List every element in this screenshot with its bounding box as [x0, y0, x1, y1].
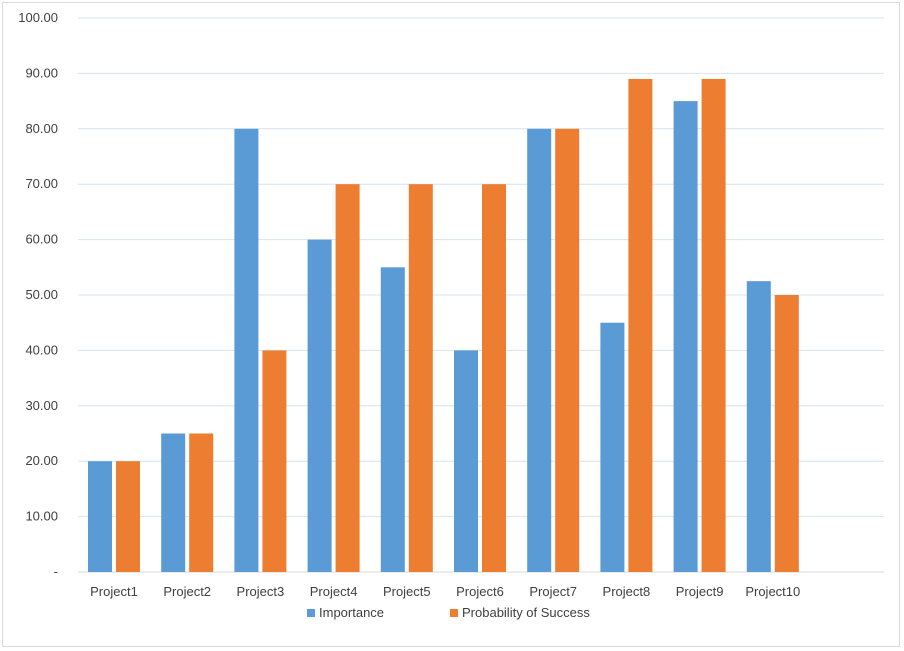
y-tick-label: 60.00 — [25, 232, 58, 247]
x-tick-label: Project9 — [676, 584, 724, 599]
bar-probability-project8 — [628, 78, 653, 572]
y-tick-label: 80.00 — [25, 121, 58, 136]
bar-importance-project3 — [234, 128, 259, 573]
bar-probability-project3 — [262, 350, 287, 572]
x-tick-label: Project10 — [745, 584, 800, 599]
y-tick-label: - — [54, 564, 58, 579]
x-axis: Project1 Project2 Project3 Project4 Project5… — [90, 584, 800, 599]
y-tick-label: 30.00 — [25, 398, 58, 413]
x-tick-label: Project1 — [90, 584, 138, 599]
bar-probability-project7 — [555, 128, 580, 573]
bar-importance-project6 — [454, 350, 478, 572]
bar-importance-project2 — [161, 433, 186, 572]
bar-probability-project6 — [482, 184, 506, 572]
bar-probability-project1 — [116, 461, 140, 572]
bar-importance-project8 — [600, 322, 625, 572]
bar-importance-project9 — [673, 101, 698, 572]
x-tick-label: Project2 — [163, 584, 211, 599]
bar-probability-project10 — [774, 295, 799, 572]
y-tick-label: 50.00 — [25, 287, 58, 302]
x-tick-label: Project8 — [603, 584, 651, 599]
y-tick-label: 10.00 — [25, 509, 58, 524]
x-tick-label: Project7 — [529, 584, 577, 599]
bar-importance-project7 — [527, 128, 552, 573]
legend-label-importance: Importance — [319, 605, 384, 620]
x-tick-label: Project6 — [456, 584, 504, 599]
x-tick-label: Project5 — [383, 584, 431, 599]
x-tick-label: Project3 — [237, 584, 285, 599]
bar-probability-project2 — [189, 433, 214, 572]
legend-label-probability: Probability of Success — [462, 605, 590, 620]
y-tick-label: 40.00 — [25, 342, 58, 357]
y-tick-label: 90.00 — [25, 65, 58, 80]
y-tick-label: 70.00 — [25, 176, 58, 191]
y-tick-label: 20.00 — [25, 453, 58, 468]
legend-swatch-probability — [450, 609, 458, 617]
y-axis: - 10.00 20.00 30.00 40.00 50.00 60.00 70.00 80.0… — [18, 10, 58, 579]
legend-swatch-importance — [307, 609, 315, 617]
bars — [88, 78, 799, 573]
bar-importance-project4 — [307, 239, 332, 572]
bar-importance-project10 — [746, 281, 771, 572]
bar-probability-project4 — [335, 184, 360, 572]
bar-importance-project5 — [380, 267, 405, 572]
bar-probability-project5 — [408, 184, 433, 572]
y-tick-label: 100.00 — [18, 10, 58, 25]
bar-probability-project9 — [701, 78, 726, 572]
x-tick-label: Project4 — [310, 584, 358, 599]
bar-importance-project1 — [88, 461, 112, 572]
legend: Importance Probability of Success — [307, 605, 590, 620]
